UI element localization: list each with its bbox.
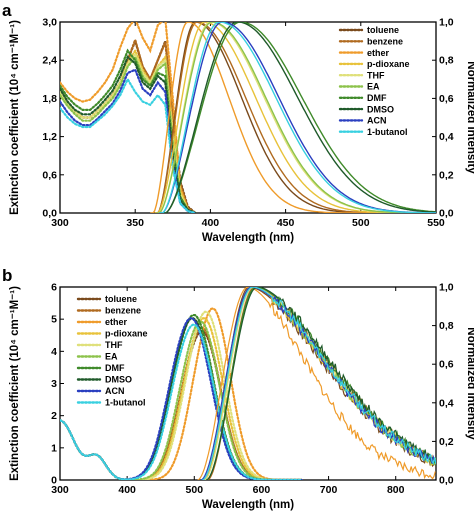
legend-label-EA: EA — [367, 82, 380, 92]
legend-label-THF: THF — [367, 70, 385, 80]
emission-line-1-butanol — [159, 22, 436, 213]
legend-label-DMF: DMF — [367, 93, 387, 103]
legend-label-p-dioxane: p-dioxane — [367, 59, 410, 69]
legend-label-1-butanol: 1-butanol — [105, 398, 146, 408]
x-tick-label: 600 — [253, 484, 271, 496]
emission-line-ACN — [159, 22, 436, 213]
x-tick-label: 800 — [387, 484, 405, 496]
y-right-axis-label: Normalized intensity — [465, 327, 474, 440]
y-left-tick-label: 3 — [51, 378, 57, 390]
x-axis-label: Wavelength (nm) — [202, 232, 294, 244]
y-right-tick-label: 1,0 — [439, 17, 454, 29]
emission-line-ether — [197, 287, 436, 480]
y-right-tick-label: 0,4 — [439, 131, 454, 143]
x-tick-label: 450 — [277, 217, 295, 229]
y-left-tick-label: 1 — [51, 442, 57, 454]
y-left-tick-label: 3,0 — [42, 17, 57, 29]
y-right-tick-label: 0,6 — [439, 93, 454, 105]
x-tick-label: 700 — [320, 484, 338, 496]
y-right-tick-label: 0,8 — [439, 55, 454, 67]
y-right-tick-label: 0,2 — [439, 169, 454, 181]
y-left-tick-label: 5 — [51, 314, 57, 326]
legend-label-DMF: DMF — [105, 363, 125, 373]
emission-line-EA — [156, 22, 436, 213]
y-left-tick-label: 1,8 — [42, 93, 57, 105]
plot-area — [60, 22, 436, 213]
legend-label-toluene: toluene — [105, 294, 137, 304]
x-tick-label: 550 — [427, 217, 445, 229]
legend-label-ACN: ACN — [105, 386, 125, 396]
legend-label-DMSO: DMSO — [367, 104, 394, 114]
y-right-tick-label: 0,0 — [439, 475, 454, 487]
y-left-tick-label: 6 — [51, 282, 57, 294]
x-tick-label: 350 — [126, 217, 144, 229]
emission-line-DMSO — [162, 22, 436, 213]
x-tick-label: 300 — [51, 217, 69, 229]
y-left-axis-label: Extinction coefficient (10⁴ cm⁻¹M⁻¹) — [9, 286, 21, 481]
legend-label-p-dioxane: p-dioxane — [105, 329, 148, 339]
legend-label-THF: THF — [105, 340, 123, 350]
legend-label-DMSO: DMSO — [105, 375, 132, 385]
y-left-tick-label: 0,0 — [42, 208, 57, 220]
y-left-tick-label: 4 — [51, 346, 57, 358]
legend-label-ether: ether — [105, 317, 128, 327]
legend-label-benzene: benzene — [367, 37, 403, 47]
absorption-line-1-butanol — [60, 323, 303, 480]
emission-line-1-butanol — [202, 287, 436, 480]
x-tick-label: 500 — [186, 484, 204, 496]
x-tick-label: 300 — [51, 484, 69, 496]
plot-frame — [59, 21, 437, 214]
y-left-tick-label: 1,2 — [42, 131, 57, 143]
legend-label-benzene: benzene — [105, 306, 141, 316]
y-right-tick-label: 0,2 — [439, 436, 454, 448]
y-left-axis-label: Extinction coefficient (10⁴ cm⁻¹M⁻¹) — [9, 20, 21, 215]
y-left-tick-label: 0,6 — [42, 169, 57, 181]
legend-label-ether: ether — [367, 48, 390, 58]
emission-line-DMSO — [206, 287, 436, 480]
panel-label: a — [2, 1, 12, 20]
y-right-tick-label: 0,0 — [439, 208, 454, 220]
plot-area — [60, 287, 436, 480]
y-right-tick-label: 0,4 — [439, 397, 454, 409]
y-right-axis-label: Normalized intensity — [465, 61, 474, 174]
legend-label-EA: EA — [105, 352, 118, 362]
x-tick-label: 500 — [352, 217, 370, 229]
panel-label: b — [2, 266, 12, 285]
absorption-line-ether — [60, 22, 197, 213]
y-right-tick-label: 0,6 — [439, 359, 454, 371]
legend-label-toluene: toluene — [367, 25, 399, 35]
x-axis-label: Wavelength (nm) — [202, 499, 294, 511]
y-right-tick-label: 0,8 — [439, 320, 454, 332]
y-left-tick-label: 2 — [51, 410, 57, 422]
y-left-tick-label: 0 — [51, 475, 57, 487]
y-right-tick-label: 1,0 — [439, 282, 454, 294]
y-left-tick-label: 2,4 — [42, 55, 57, 67]
legend-label-ACN: ACN — [367, 116, 387, 126]
x-tick-label: 400 — [202, 217, 220, 229]
emission-line-DMF — [162, 22, 436, 213]
x-tick-label: 400 — [118, 484, 136, 496]
emission-line-ether — [150, 22, 436, 213]
emission-line-benzene — [207, 287, 436, 480]
legend-label-1-butanol: 1-butanol — [367, 127, 408, 137]
